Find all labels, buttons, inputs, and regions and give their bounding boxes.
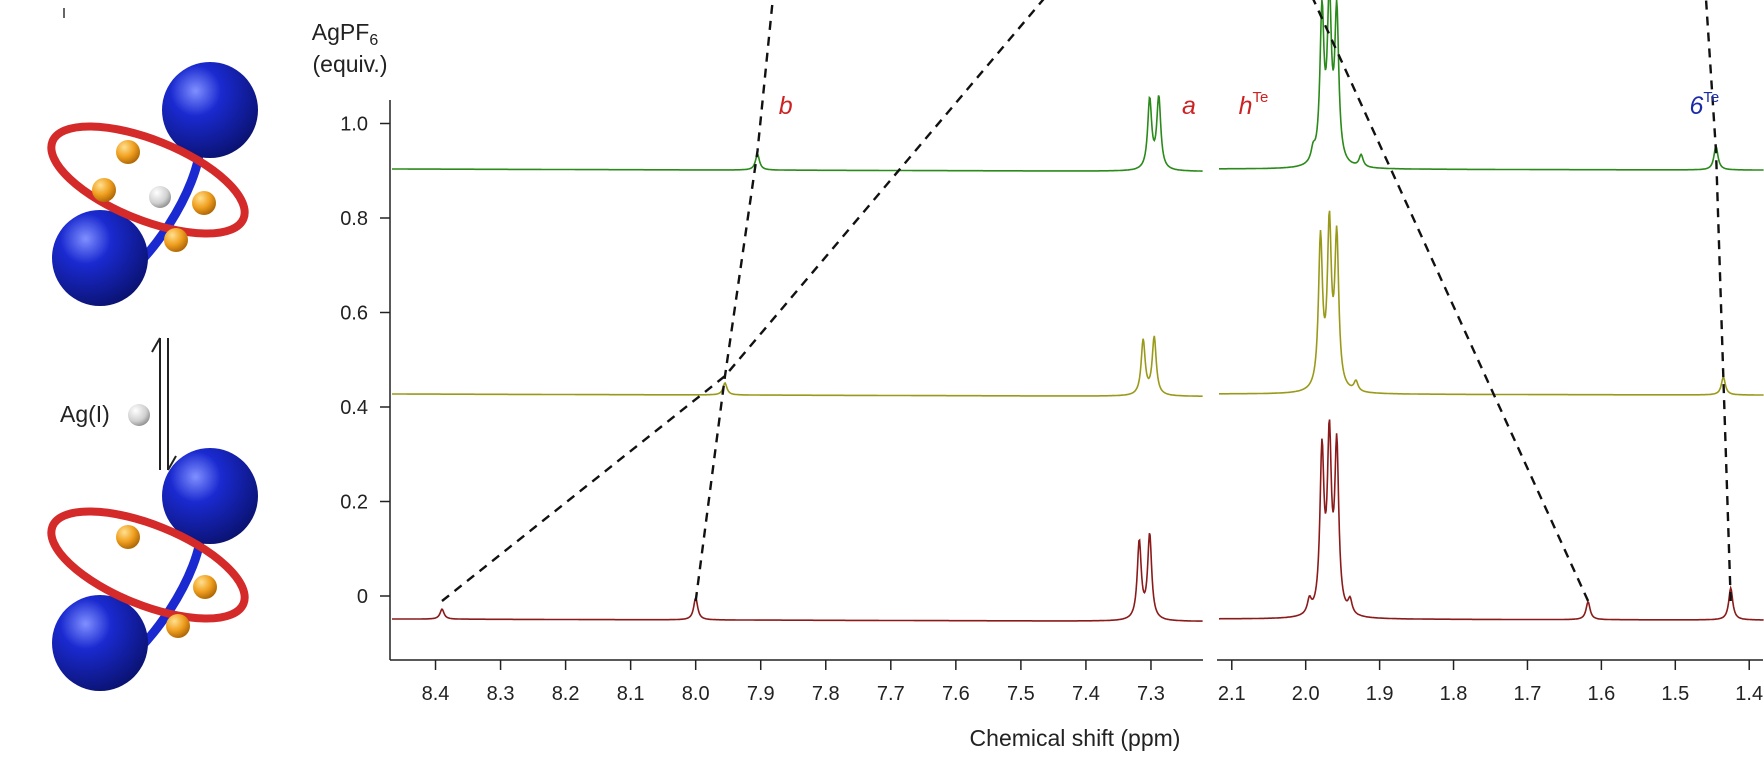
rotaxane-schematic-bottom [47,448,258,691]
x-tick-label: 2.0 [1292,683,1320,705]
x-tick-label: 7.9 [747,683,775,705]
x-tick-label: 8.1 [617,683,645,705]
ring-atom [166,614,190,638]
x-tick-label: 7.4 [1072,683,1100,705]
x-tick-label: 1.9 [1366,683,1394,705]
silver-ion [149,186,171,208]
x-tick-label: 8.0 [682,683,710,705]
x-tick-label: 1.8 [1440,683,1468,705]
ring [47,507,249,623]
rotaxane-schematic-top [47,62,258,306]
x-tick-label: 1.5 [1661,683,1689,705]
peak-label: b [779,92,793,120]
x-tick-label: 7.5 [1007,683,1035,705]
guide-line [694,0,774,602]
x-tick-label: 7.7 [877,683,905,705]
x-tick-label: 8.4 [422,683,450,705]
spectrum-trace [392,532,1203,622]
x-tick-label: 8.2 [552,683,580,705]
guide-line [441,0,1045,602]
x-axis-title: Chemical shift (ppm) [970,725,1181,751]
equilibrium-arrows [151,337,177,471]
ring [47,122,249,238]
y-tick-label: 0.4 [340,397,368,419]
y-tick-label: 0.6 [340,303,368,325]
x-tick-label: 7.8 [812,683,840,705]
ag-label: Ag(I) [60,401,110,427]
spectrum-trace [1219,419,1764,621]
x-tick-label: 1.4 [1735,683,1763,705]
peak-label: hTe [1239,89,1269,120]
y-tick-label: 0 [357,586,368,608]
spectrum-trace [392,335,1203,398]
x-tick-label: 2.1 [1218,683,1246,705]
ring-atom [116,525,140,549]
nmr-chart: 0 0.2 0.4 0.6 0.8 1.0 AgPF6(equiv.) 8.4 8.3 8.2 8.… [312,0,1764,751]
ring-atom [164,228,188,252]
stopper-bottom-left [52,595,148,691]
guide-line [1312,0,1590,602]
stopper-top-right [162,448,258,544]
x-tick-label: 8.3 [487,683,515,705]
y-axis-title: AgPF6 [312,19,379,49]
silver-ion-icon [128,404,150,426]
spectrum-trace [1219,0,1764,171]
guide-line [1704,0,1732,602]
ring-atom [92,178,116,202]
ring-atom [192,191,216,215]
x-tick-label: 1.7 [1514,683,1542,705]
y-tick-label: 0.8 [340,208,368,230]
stopper-bottom-left [52,210,148,306]
peak-label: 6Te [1689,89,1719,120]
ring-atom [193,575,217,599]
spectrum-trace [1219,210,1764,396]
y-axis-unit: (equiv.) [313,51,388,77]
y-tick-label: 1.0 [340,114,368,136]
peak-label: a [1182,92,1196,120]
x-tick-label: 7.3 [1137,683,1165,705]
x-tick-label: 1.6 [1587,683,1615,705]
y-tick-label: 0.2 [340,492,368,514]
ring-atom [116,140,140,164]
stopper-top-right [162,62,258,158]
x-tick-label: 7.6 [942,683,970,705]
spectrum-trace [392,95,1203,172]
